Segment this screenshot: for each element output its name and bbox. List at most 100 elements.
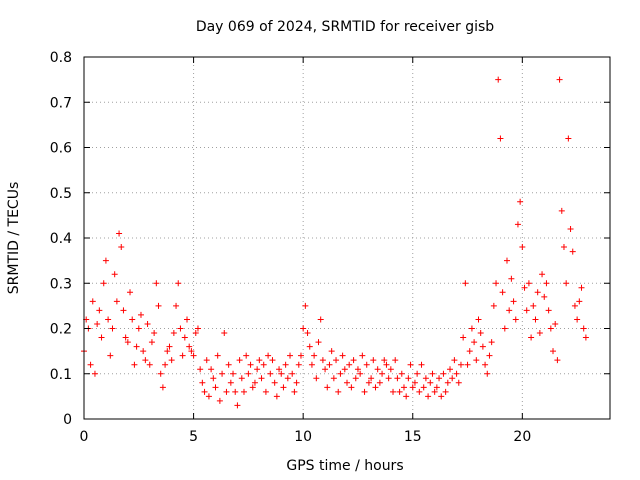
data-point — [556, 76, 563, 83]
data-point — [398, 370, 405, 377]
data-point — [396, 388, 403, 395]
data-point — [578, 284, 585, 291]
data-point — [512, 316, 519, 323]
data-point — [118, 244, 125, 251]
x-tick-label: 5 — [189, 429, 198, 445]
data-point — [464, 361, 471, 368]
data-point — [425, 393, 432, 400]
data-point — [554, 357, 561, 364]
data-point — [297, 352, 304, 359]
data-point — [249, 384, 256, 391]
data-point — [120, 307, 127, 314]
data-point — [308, 361, 315, 368]
data-point — [387, 366, 394, 373]
data-point — [567, 225, 574, 232]
data-point — [300, 325, 307, 332]
y-tick-label: 0.4 — [50, 231, 72, 247]
data-point — [416, 388, 423, 395]
data-point — [267, 370, 274, 377]
data-point — [392, 357, 399, 364]
data-point — [105, 316, 112, 323]
data-point — [225, 361, 232, 368]
data-point — [359, 352, 366, 359]
data-point — [431, 388, 438, 395]
data-point — [411, 379, 418, 386]
data-point — [440, 370, 447, 377]
data-point — [482, 361, 489, 368]
data-point — [276, 366, 283, 373]
data-point — [582, 334, 589, 341]
data-point — [400, 384, 407, 391]
x-axis-tick-labels: 0 5 10 15 20 — [80, 429, 532, 445]
y-tick-label: 0 — [63, 412, 72, 428]
data-point — [532, 316, 539, 323]
data-point — [574, 316, 581, 323]
data-point — [109, 325, 116, 332]
data-point — [236, 357, 243, 364]
data-point — [451, 357, 458, 364]
data-point — [124, 339, 131, 346]
y-tick-label: 0.8 — [50, 50, 72, 66]
data-point — [265, 352, 272, 359]
data-point — [525, 280, 532, 287]
data-point — [379, 370, 386, 377]
data-point — [159, 384, 166, 391]
data-point — [256, 357, 263, 364]
data-point — [260, 361, 267, 368]
data-point — [238, 375, 245, 382]
data-point — [201, 388, 208, 395]
data-point — [517, 198, 524, 205]
data-point — [212, 384, 219, 391]
data-point — [98, 334, 105, 341]
data-point — [223, 388, 230, 395]
data-point — [444, 379, 451, 386]
data-point — [243, 352, 250, 359]
data-point — [539, 271, 546, 278]
data-point — [192, 330, 199, 337]
data-point — [543, 280, 550, 287]
data-point — [190, 352, 197, 359]
data-point — [376, 379, 383, 386]
data-point — [291, 388, 298, 395]
data-point — [530, 302, 537, 309]
data-point — [523, 307, 530, 314]
data-point — [519, 244, 526, 251]
y-axis-label: SRMTID / TECUs — [6, 182, 22, 295]
data-point — [304, 330, 311, 337]
data-point — [333, 357, 340, 364]
data-point — [541, 293, 548, 300]
data-point — [91, 370, 98, 377]
data-point — [188, 348, 195, 355]
data-point — [493, 280, 500, 287]
data-point — [468, 325, 475, 332]
data-point — [514, 221, 521, 228]
data-point — [137, 311, 144, 318]
data-point — [352, 375, 359, 382]
data-point — [405, 375, 412, 382]
x-tick-label: 15 — [404, 429, 422, 445]
data-point — [122, 334, 129, 341]
data-point — [552, 320, 559, 327]
data-point — [328, 348, 335, 355]
data-point — [341, 366, 348, 373]
data-point — [140, 348, 147, 355]
data-point — [319, 357, 326, 364]
data-point — [350, 357, 357, 364]
data-point — [497, 135, 504, 142]
data-point — [372, 384, 379, 391]
data-point — [142, 357, 149, 364]
data-point — [273, 393, 280, 400]
data-point — [414, 370, 421, 377]
data-point — [278, 370, 285, 377]
data-point — [479, 343, 486, 350]
x-tick-label: 10 — [294, 429, 312, 445]
data-point — [293, 379, 300, 386]
data-point — [173, 302, 180, 309]
y-axis-tick-labels: 0 0.1 0.2 0.3 0.4 0.5 0.6 0.7 0.8 — [50, 50, 72, 428]
data-point — [269, 357, 276, 364]
y-tick-label: 0.3 — [50, 276, 72, 292]
data-point — [214, 352, 221, 359]
data-point — [148, 339, 155, 346]
data-point — [449, 375, 456, 382]
